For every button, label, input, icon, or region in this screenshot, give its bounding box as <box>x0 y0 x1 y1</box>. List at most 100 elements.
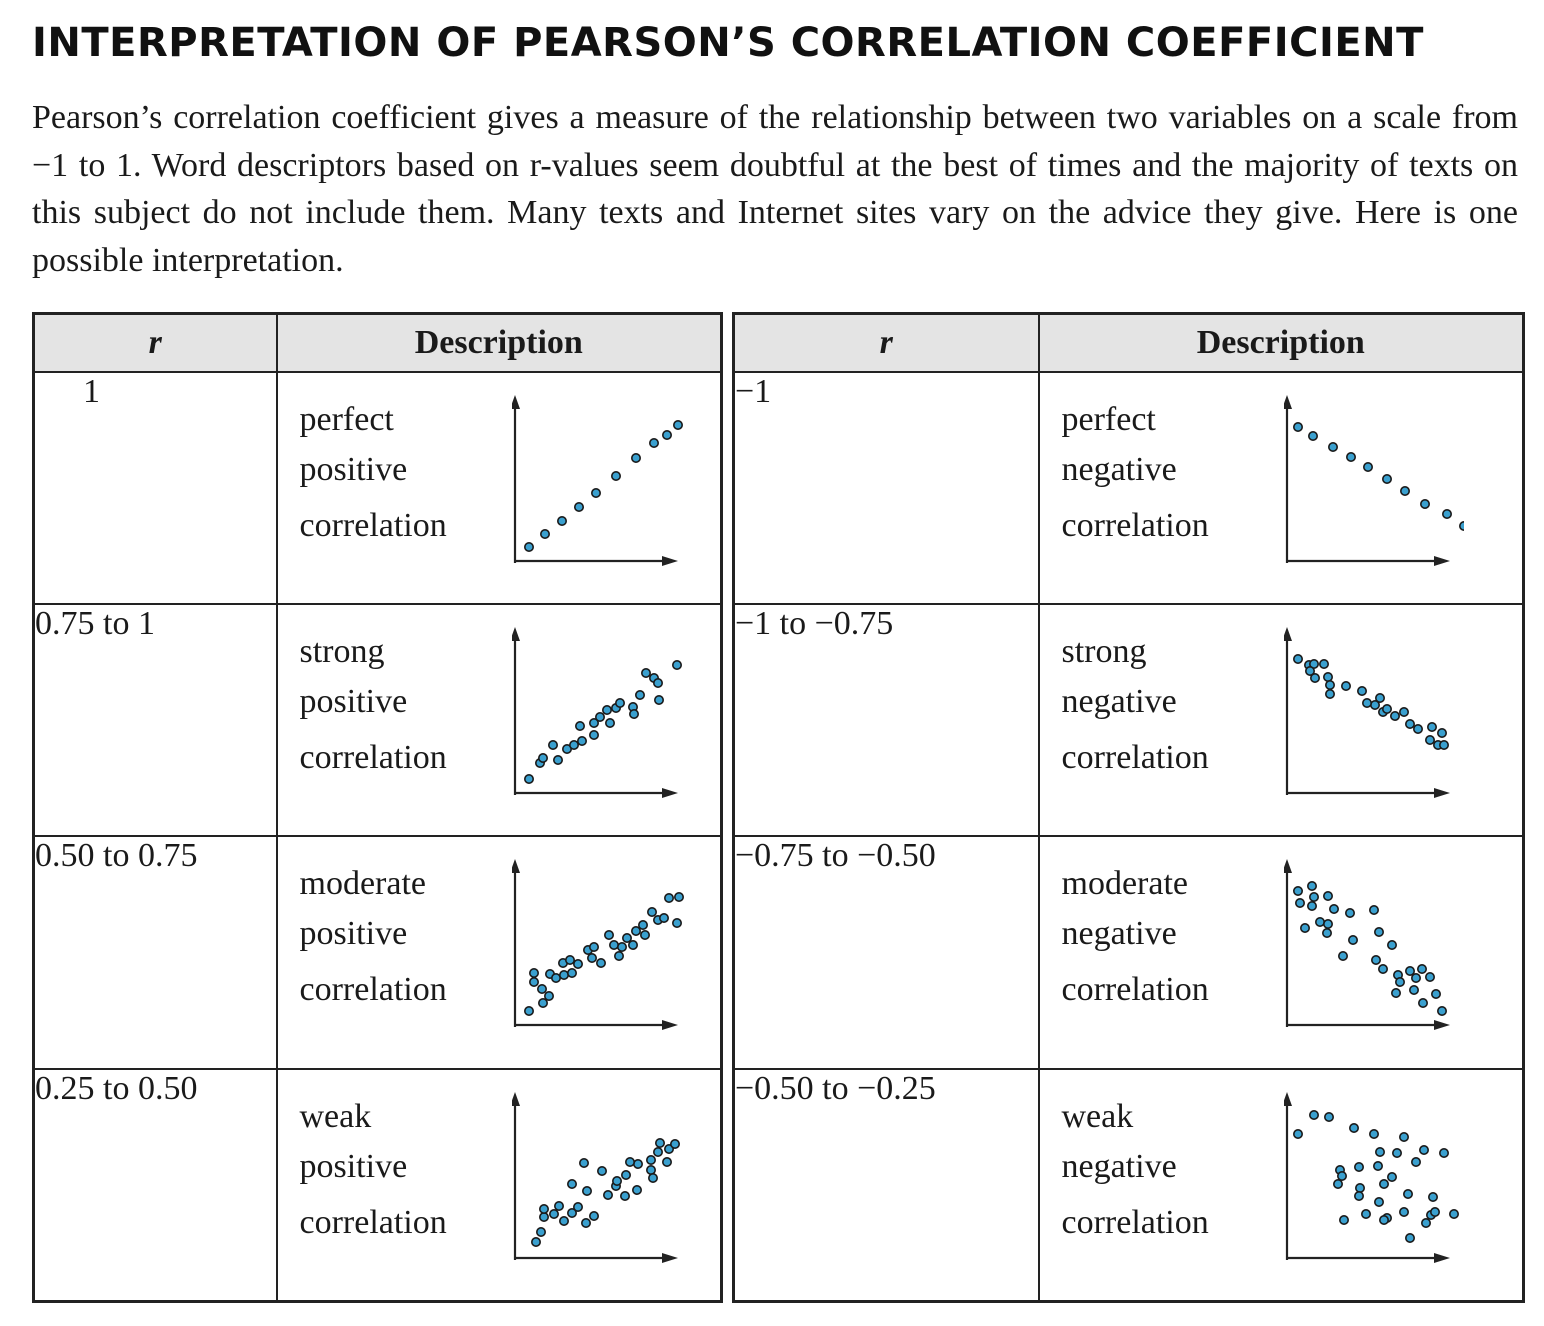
scatter-point <box>1391 1147 1402 1158</box>
scatter-point <box>1408 985 1419 996</box>
r-value: −1 <box>735 373 772 410</box>
scatter-point <box>588 730 599 741</box>
correlation-label: correlation <box>1061 507 1209 544</box>
strength-label: strong <box>1061 633 1147 671</box>
description-cell: perfect negative correlation <box>1037 370 1525 606</box>
r-value: −0.50 to −0.25 <box>735 1069 936 1107</box>
scatter-point <box>630 926 641 937</box>
scatter-point <box>1373 1196 1384 1207</box>
r-value-cell: −1 <box>732 370 1040 606</box>
r-value: 0.75 to 1 <box>35 605 155 643</box>
scatter-point <box>558 970 569 981</box>
description-text: moderate negative correlation <box>1062 859 1209 1015</box>
strength-label: strong <box>299 633 385 671</box>
scatter-point <box>1368 905 1379 916</box>
correlation-label: correlation <box>299 739 447 777</box>
scatter-point <box>1299 923 1310 934</box>
scatter-point <box>572 1201 583 1212</box>
scatter-point <box>652 678 663 689</box>
scatter-point <box>1430 989 1441 1000</box>
description-text: moderate positive correlation <box>300 859 447 1015</box>
scatter-point <box>552 755 563 766</box>
direction-label: negative <box>1061 1147 1177 1185</box>
x-axis-arrow-icon <box>661 788 678 799</box>
scatter-point <box>1292 421 1303 432</box>
scatter-point <box>610 471 621 482</box>
axes <box>511 627 678 799</box>
scatter-point <box>1381 704 1392 715</box>
perfect-negative-scatter-icon <box>1283 395 1464 566</box>
r-value: −0.75 to −0.50 <box>735 837 936 875</box>
scatter-point <box>566 968 577 979</box>
scatter-point <box>550 973 561 984</box>
description-text: strong negative correlation <box>1062 627 1209 783</box>
scatter-point <box>1322 672 1333 683</box>
description-text: weak positive correlation <box>300 1092 447 1248</box>
r-value: 0.50 to 0.75 <box>35 837 198 875</box>
description-cell: weak negative correlation <box>1037 1067 1525 1303</box>
scatter-point <box>1438 1147 1449 1158</box>
description-text: perfect positive correlation <box>300 395 447 551</box>
description-text: strong positive correlation <box>300 627 447 783</box>
scatter-point <box>601 705 612 716</box>
scatter-point <box>627 940 638 951</box>
direction-label: negative <box>1061 683 1177 721</box>
strength-label: moderate <box>1061 865 1189 903</box>
scatter-point <box>1324 680 1335 691</box>
scatter-point <box>1410 1156 1421 1167</box>
scatter-point <box>1389 711 1400 722</box>
scatter-point <box>1348 1122 1359 1133</box>
r-value-cell: 0.75 to 1 <box>32 603 278 838</box>
scatter-point <box>1374 693 1385 704</box>
scatter-point <box>535 1226 546 1237</box>
scatter-point <box>1314 917 1325 928</box>
scatter-point <box>1328 904 1339 915</box>
intro-paragraph: Pearson’s correlation coefficient gives … <box>32 99 1518 279</box>
scatter-point <box>1353 1190 1364 1201</box>
scatter-point <box>1424 972 1435 983</box>
scatter-point <box>1378 1178 1389 1189</box>
scatter-point <box>566 1178 577 1189</box>
scatter-point <box>1438 740 1449 751</box>
strength-label: perfect <box>1061 401 1156 438</box>
axes <box>511 859 678 1031</box>
scatter-point <box>564 955 575 966</box>
scatter-point <box>1308 1109 1319 1120</box>
scatter-point <box>539 529 550 540</box>
scatter-point <box>1436 728 1447 739</box>
scatter-point <box>604 718 615 729</box>
scatter-point <box>661 1156 672 1167</box>
scatter-point <box>595 958 606 969</box>
strong-negative-scatter-icon <box>1283 627 1450 799</box>
scatter-point <box>646 907 657 918</box>
direction-label: positive <box>299 683 408 721</box>
scatter-point <box>619 1190 630 1201</box>
scatter-point <box>639 930 650 941</box>
y-axis-arrow-icon <box>511 627 520 642</box>
axes <box>511 1091 678 1263</box>
page-title: INTERPRETATION OF PEARSON’S CORRELATION … <box>32 20 1424 66</box>
y-axis-arrow-icon <box>511 395 520 409</box>
table-row: 1 perfect positive correlation <box>32 370 723 606</box>
y-axis-arrow-icon <box>1283 1091 1292 1106</box>
direction-label: positive <box>299 451 408 488</box>
correlation-label: correlation <box>299 971 447 1009</box>
scatter-point <box>654 1137 665 1148</box>
scatter-point <box>648 437 659 448</box>
scatter-point <box>1354 1182 1365 1193</box>
table-row: −0.75 to −0.50 moderate negative correlatio… <box>732 835 1525 1070</box>
scatter-point <box>1386 940 1397 951</box>
scatter-point <box>581 1185 592 1196</box>
r-column-header: r <box>32 312 278 373</box>
scatter-point <box>1340 681 1351 692</box>
scatter-point <box>602 1189 613 1200</box>
scatter-point <box>1424 735 1435 746</box>
strength-label: weak <box>1061 1097 1134 1135</box>
scatter-point <box>558 1215 569 1226</box>
positive-correlation-table: r Description 1 perfect positive correlatio… <box>32 312 723 1303</box>
scatter-point <box>1441 509 1452 520</box>
strength-label: perfect <box>299 401 394 438</box>
table-row: 0.75 to 1 strong positive correlation <box>32 603 723 838</box>
weak-negative-scatter-icon <box>1283 1091 1459 1263</box>
